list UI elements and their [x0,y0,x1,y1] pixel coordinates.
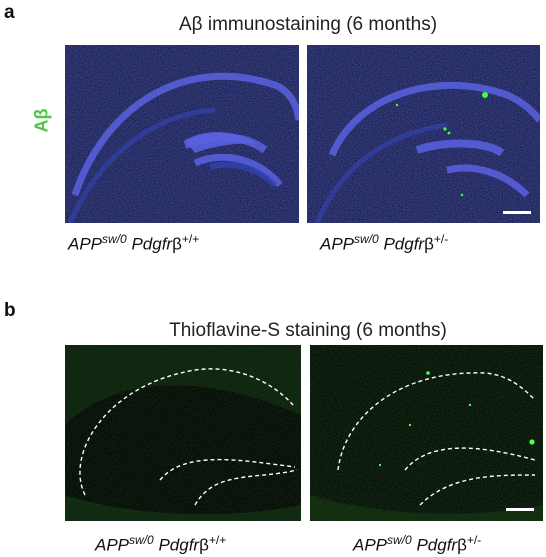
panel-b-label: b [4,300,16,321]
panel-a-title: Aβ immunostaining (6 months) [178,14,438,35]
panel-b-title: Thioflavine-S staining (6 months) [169,320,447,341]
panel-a-label: a [4,2,15,23]
genotype-label-b-heterozygous: APPsw/0 Pdgfrβ+/- [353,533,482,555]
thioflavin-heterozygous-micrograph [310,345,543,521]
scale-bar-b [506,508,534,511]
abeta-side-label: Aβ [31,108,52,133]
genotype-label-a-heterozygous: APPsw/0 Pdgfrβ+/- [320,232,449,254]
abeta-wildtype-micrograph [65,45,299,223]
genotype-label-a-wildtype: APPsw/0 Pdgfrβ+/+ [68,232,200,254]
genotype-label-b-wildtype: APPsw/0 Pdgfrβ+/+ [95,533,227,555]
thioflavin-wildtype-micrograph [65,345,301,521]
scale-bar-a [503,211,531,214]
abeta-heterozygous-micrograph [307,45,540,223]
